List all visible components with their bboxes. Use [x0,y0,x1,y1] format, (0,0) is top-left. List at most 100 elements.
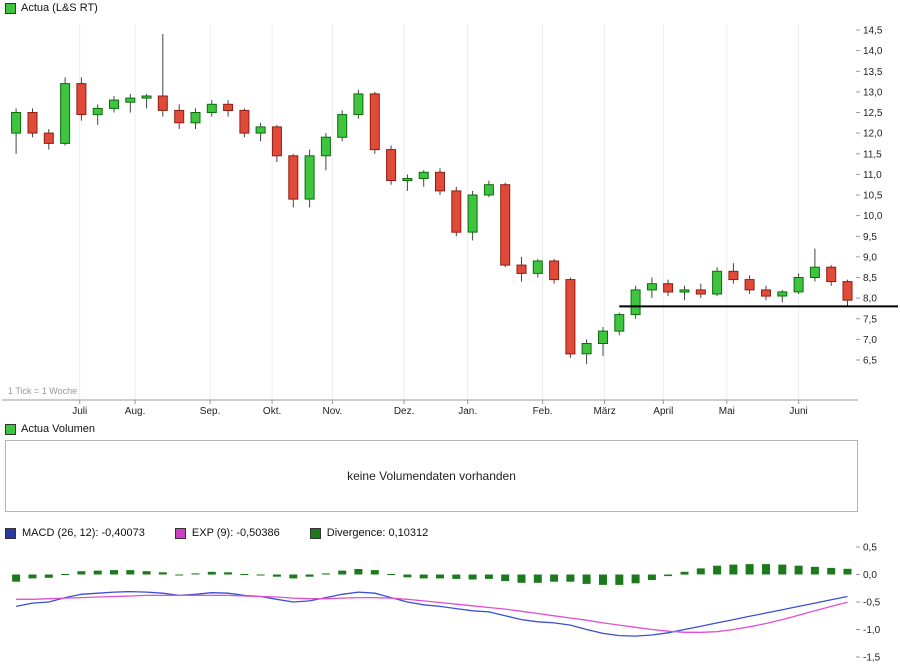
candle-body [353,93,364,116]
candle-body [206,103,217,114]
candle-body [43,132,54,144]
y-tick-label: -1,5 [863,653,881,664]
month-label: Feb. [533,406,553,417]
price-legend-label: Actua (L&S RT) [21,2,98,14]
divergence-bar [256,574,265,576]
candle-body [435,171,445,192]
month-label: Okt. [263,406,281,417]
candle-body [337,114,348,138]
y-tick-label: 0,0 [863,570,877,581]
divergence-bar [12,574,21,582]
candle-body [369,93,380,151]
divergence-series-swatch [309,527,321,539]
candle-body [190,112,201,124]
macd-legend: MACD (26, 12): -0,40073 EXP (9): -0,5038… [5,527,428,539]
divergence-bar [582,574,591,584]
divergence-bar [436,574,444,579]
divergence-bar [794,565,803,575]
divergence-bar [77,571,86,575]
y-tick-label: 9,0 [863,252,877,263]
candle-body [320,136,331,157]
month-label: Aug. [125,406,146,417]
divergence-bar [778,564,787,575]
month-label: April [653,406,673,417]
divergence-bar [419,574,428,579]
month-label: Mai [719,406,735,417]
candle-body [549,260,560,281]
tick-note: 1 Tick = 1 Woche [8,386,77,396]
divergence-bar [533,574,542,583]
divergence-bar [713,565,722,575]
month-label: Sep. [200,406,221,417]
y-tick-label: 0,5 [863,543,877,554]
divergence-bar [93,570,102,575]
divergence-bar [44,574,53,578]
candle-body [761,289,771,297]
candle-body [777,291,788,297]
candle-body [842,281,853,301]
divergence-bar [566,574,575,582]
y-tick-label: 9,5 [863,232,877,243]
divergence-bar [142,571,151,575]
volume-panel: keine Volumendaten vorhanden [5,440,858,512]
y-tick-label: 8,5 [863,273,877,284]
y-tick-label: 14,5 [863,26,883,37]
candle-body [500,184,511,266]
y-tick-label: 12,5 [863,108,883,119]
divergence-bar [403,574,412,578]
y-tick-label: 7,5 [863,314,877,325]
candle-body [174,109,185,124]
divergence-bar [110,570,118,575]
divergence-bar [762,564,770,575]
candle-body [255,126,266,134]
divergence-bar [647,574,656,580]
month-label: Juni [789,406,807,417]
divergence-bar [664,574,673,577]
month-label: März [593,406,615,417]
candle-body [92,107,103,116]
divergence-bar [550,574,559,582]
y-tick-label: 12,0 [863,129,883,140]
divergence-bar [158,572,167,575]
divergence-bar [126,570,135,575]
candle-body [109,99,119,109]
candle-body [516,264,527,274]
candle-body [125,97,136,103]
divergence-bar [810,566,819,575]
divergence-bar [191,573,200,575]
candle-body [826,266,837,283]
candle-body [565,279,576,355]
candle-body [304,155,315,200]
macd-legend-label: MACD (26, 12): -0,40073 [22,527,145,539]
candle-body [630,289,641,316]
divergence-bar [680,571,689,575]
candle-body [76,83,87,115]
candle-body [157,95,168,111]
divergence-bar [354,569,363,575]
candle-body [27,112,38,134]
candle-body [679,289,690,293]
candle-body [386,149,397,182]
y-tick-label: 13,5 [863,67,883,78]
month-label: Nov. [322,406,342,417]
candle-body [744,279,755,291]
candle-body [581,343,592,355]
price-legend: Actua (L&S RT) [5,2,98,14]
candle-body [451,190,462,233]
divergence-bar [745,564,754,575]
divergence-bar [452,574,461,579]
y-tick-label: 13,0 [863,87,883,98]
y-tick-label: 11,0 [863,170,882,181]
divergence-bar [224,572,233,575]
exp-legend-label: EXP (9): -0,50386 [191,527,280,539]
candle-body [60,83,71,144]
y-tick-label: 6,5 [863,356,877,367]
divergence-bar [484,574,493,579]
volume-legend-label: Actua Volumen [21,423,95,435]
y-tick-label: 14,0 [863,46,883,57]
y-tick-label: 10,0 [863,211,883,222]
price-series-swatch [5,2,16,14]
candle-body [239,109,250,134]
divergence-bar [321,573,330,575]
